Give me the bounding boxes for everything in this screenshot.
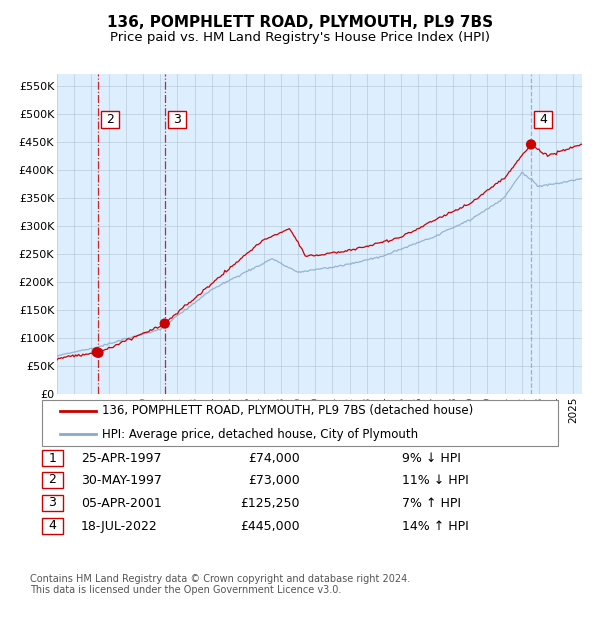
Text: 1: 1 [49, 452, 56, 464]
Text: 4: 4 [539, 113, 547, 126]
Text: 9% ↓ HPI: 9% ↓ HPI [402, 453, 461, 465]
Text: 136, POMPHLETT ROAD, PLYMOUTH, PL9 7BS: 136, POMPHLETT ROAD, PLYMOUTH, PL9 7BS [107, 16, 493, 30]
Text: £445,000: £445,000 [241, 520, 300, 533]
Text: 05-APR-2001: 05-APR-2001 [81, 497, 162, 510]
Point [160, 319, 170, 329]
Text: 7% ↑ HPI: 7% ↑ HPI [402, 497, 461, 510]
Text: 4: 4 [49, 520, 56, 532]
Point [92, 347, 101, 357]
Text: Contains HM Land Registry data © Crown copyright and database right 2024.
This d: Contains HM Land Registry data © Crown c… [30, 574, 410, 595]
Text: 18-JUL-2022: 18-JUL-2022 [81, 520, 158, 533]
Text: 3: 3 [49, 497, 56, 509]
Text: 11% ↓ HPI: 11% ↓ HPI [402, 474, 469, 487]
Text: 2: 2 [49, 474, 56, 486]
Text: HPI: Average price, detached house, City of Plymouth: HPI: Average price, detached house, City… [102, 428, 418, 441]
Point [94, 348, 103, 358]
Text: 2: 2 [107, 113, 115, 126]
Text: 30-MAY-1997: 30-MAY-1997 [81, 474, 162, 487]
Text: 14% ↑ HPI: 14% ↑ HPI [402, 520, 469, 533]
Text: £73,000: £73,000 [248, 474, 300, 487]
Text: £74,000: £74,000 [248, 453, 300, 465]
Text: 25-APR-1997: 25-APR-1997 [81, 453, 161, 465]
Text: 136, POMPHLETT ROAD, PLYMOUTH, PL9 7BS (detached house): 136, POMPHLETT ROAD, PLYMOUTH, PL9 7BS (… [102, 404, 473, 417]
Text: 3: 3 [173, 113, 181, 126]
Point [526, 140, 536, 149]
Text: £125,250: £125,250 [241, 497, 300, 510]
Text: Price paid vs. HM Land Registry's House Price Index (HPI): Price paid vs. HM Land Registry's House … [110, 31, 490, 43]
